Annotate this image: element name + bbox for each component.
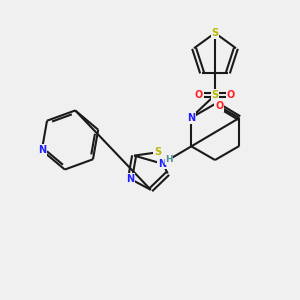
Text: S: S — [212, 28, 219, 38]
Text: O: O — [227, 90, 235, 100]
Text: O: O — [215, 101, 224, 111]
Text: N: N — [187, 113, 195, 123]
Text: O: O — [195, 90, 203, 100]
Text: N: N — [158, 159, 166, 169]
Text: H: H — [165, 155, 173, 164]
Text: S: S — [212, 90, 219, 100]
Text: N: N — [38, 145, 46, 155]
Text: S: S — [154, 147, 161, 157]
Text: N: N — [126, 174, 134, 184]
